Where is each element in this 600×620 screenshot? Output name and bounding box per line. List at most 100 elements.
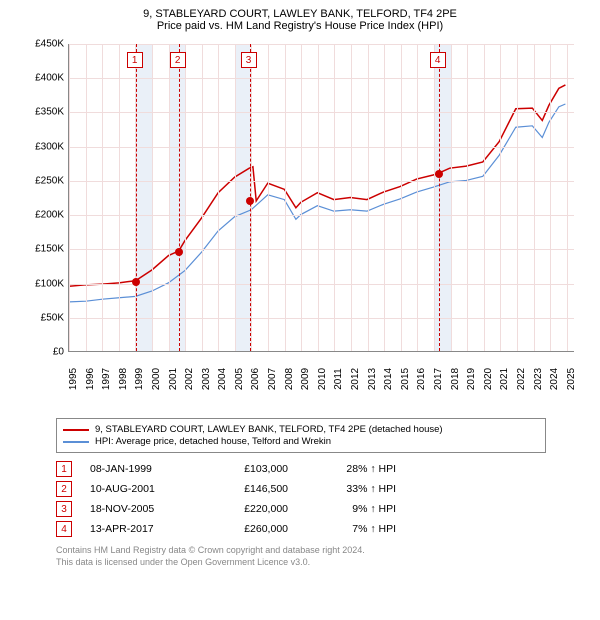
- footer-line2: This data is licensed under the Open Gov…: [56, 557, 546, 569]
- gridline-v: [185, 44, 186, 351]
- gridline-v: [169, 44, 170, 351]
- y-axis-label: £450K: [20, 39, 64, 50]
- gridline-h: [69, 78, 574, 79]
- x-axis-label: 2006: [250, 359, 261, 399]
- gridline-v: [102, 44, 103, 351]
- legend-swatch: [63, 429, 89, 431]
- y-axis-label: £0: [20, 347, 64, 358]
- gridline-v: [268, 44, 269, 351]
- chart-container: £0£50K£100K£150K£200K£250K£300K£350K£400…: [20, 38, 580, 408]
- sale-marker-line: [439, 44, 440, 351]
- x-axis-label: 2024: [549, 359, 560, 399]
- sale-date: 18-NOV-2005: [90, 503, 200, 515]
- gridline-v: [235, 44, 236, 351]
- sale-marker-number: 3: [241, 52, 257, 68]
- gridline-v: [318, 44, 319, 351]
- x-axis-label: 2022: [516, 359, 527, 399]
- sale-delta: 9% ↑ HPI: [306, 503, 396, 515]
- sale-point-dot: [175, 248, 183, 256]
- y-axis-label: £50K: [20, 312, 64, 323]
- legend: 9, STABLEYARD COURT, LAWLEY BANK, TELFOR…: [56, 418, 546, 453]
- footer-line1: Contains HM Land Registry data © Crown c…: [56, 545, 546, 557]
- x-axis-label: 2001: [168, 359, 179, 399]
- sale-price: £220,000: [218, 503, 288, 515]
- legend-label: HPI: Average price, detached house, Telf…: [95, 436, 331, 447]
- sale-marker-number: 4: [430, 52, 446, 68]
- y-axis-label: £100K: [20, 278, 64, 289]
- x-axis-label: 2009: [300, 359, 311, 399]
- x-axis-label: 2019: [466, 359, 477, 399]
- y-axis-label: £150K: [20, 244, 64, 255]
- x-axis-label: 2011: [333, 359, 344, 399]
- gridline-v: [152, 44, 153, 351]
- legend-item: 9, STABLEYARD COURT, LAWLEY BANK, TELFOR…: [63, 424, 539, 435]
- sale-marker-line: [136, 44, 137, 351]
- gridline-v: [301, 44, 302, 351]
- gridline-h: [69, 284, 574, 285]
- sale-delta: 28% ↑ HPI: [306, 463, 396, 475]
- sale-row: 413-APR-2017£260,0007% ↑ HPI: [56, 521, 546, 537]
- x-axis-label: 2016: [416, 359, 427, 399]
- gridline-v: [434, 44, 435, 351]
- gridline-v: [119, 44, 120, 351]
- sale-date: 10-AUG-2001: [90, 483, 200, 495]
- y-axis-label: £400K: [20, 73, 64, 84]
- gridline-v: [484, 44, 485, 351]
- x-axis-label: 2010: [317, 359, 328, 399]
- sale-date: 13-APR-2017: [90, 523, 200, 535]
- x-axis-label: 1999: [134, 359, 145, 399]
- x-axis-label: 2025: [566, 359, 577, 399]
- x-axis-label: 1997: [101, 359, 112, 399]
- sale-number-box: 2: [56, 481, 72, 497]
- gridline-v: [69, 44, 70, 351]
- sale-row: 108-JAN-1999£103,00028% ↑ HPI: [56, 461, 546, 477]
- title-line1: 9, STABLEYARD COURT, LAWLEY BANK, TELFOR…: [8, 8, 592, 20]
- sale-number-box: 1: [56, 461, 72, 477]
- x-axis-label: 1998: [118, 359, 129, 399]
- gridline-v: [500, 44, 501, 351]
- y-axis-label: £200K: [20, 210, 64, 221]
- sale-point-dot: [435, 170, 443, 178]
- x-axis-label: 2020: [483, 359, 494, 399]
- gridline-h: [69, 44, 574, 45]
- gridline-v: [567, 44, 568, 351]
- legend-item: HPI: Average price, detached house, Telf…: [63, 436, 539, 447]
- sale-marker-number: 2: [170, 52, 186, 68]
- y-axis-label: £350K: [20, 107, 64, 118]
- x-axis-label: 1996: [85, 359, 96, 399]
- gridline-v: [218, 44, 219, 351]
- x-axis-label: 2005: [234, 359, 245, 399]
- sale-point-dot: [132, 278, 140, 286]
- x-axis-label: 2007: [267, 359, 278, 399]
- x-axis-label: 2004: [217, 359, 228, 399]
- gridline-v: [285, 44, 286, 351]
- chart-title: 9, STABLEYARD COURT, LAWLEY BANK, TELFOR…: [8, 8, 592, 32]
- gridline-v: [334, 44, 335, 351]
- sale-price: £103,000: [218, 463, 288, 475]
- x-axis-label: 1995: [68, 359, 79, 399]
- x-axis-label: 2002: [184, 359, 195, 399]
- x-axis-label: 2018: [450, 359, 461, 399]
- footer-attribution: Contains HM Land Registry data © Crown c…: [56, 545, 546, 568]
- sale-number-box: 3: [56, 501, 72, 517]
- gridline-h: [69, 318, 574, 319]
- gridline-h: [69, 249, 574, 250]
- sale-point-dot: [246, 197, 254, 205]
- gridline-v: [467, 44, 468, 351]
- chart-lines: [69, 44, 574, 351]
- x-axis-label: 2008: [284, 359, 295, 399]
- sale-delta: 7% ↑ HPI: [306, 523, 396, 535]
- gridline-v: [417, 44, 418, 351]
- gridline-h: [69, 112, 574, 113]
- gridline-v: [368, 44, 369, 351]
- legend-swatch: [63, 441, 89, 443]
- gridline-v: [86, 44, 87, 351]
- gridline-h: [69, 215, 574, 216]
- sale-delta: 33% ↑ HPI: [306, 483, 396, 495]
- sale-number-box: 4: [56, 521, 72, 537]
- gridline-v: [534, 44, 535, 351]
- sales-table: 108-JAN-1999£103,00028% ↑ HPI210-AUG-200…: [56, 461, 546, 537]
- x-axis-label: 2021: [499, 359, 510, 399]
- x-axis-label: 2015: [400, 359, 411, 399]
- gridline-v: [351, 44, 352, 351]
